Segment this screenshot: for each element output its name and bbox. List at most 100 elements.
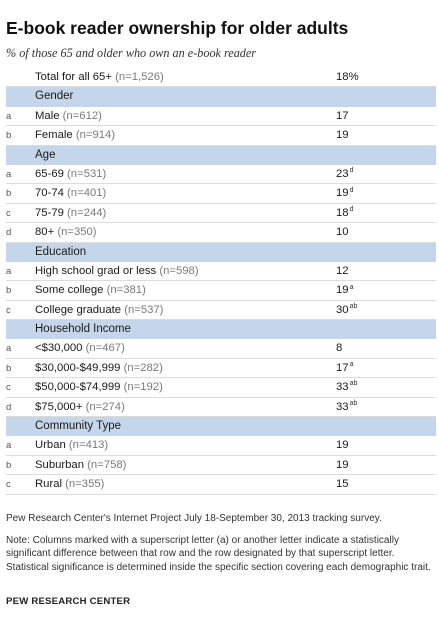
row-label-text: $30,000-$49,999 xyxy=(35,361,121,374)
row-letter: a xyxy=(6,265,12,277)
table-row: c $50,000-$74,999 (n=192) 33ab xyxy=(6,378,436,398)
table-row: a High school grad or less (n=598) 12 xyxy=(6,262,436,282)
table-row: d $75,000+ (n=274) 33ab xyxy=(6,398,436,418)
row-value: 19d xyxy=(336,184,353,203)
row-value: 12 xyxy=(336,262,349,281)
table-row: b 70-74 (n=401) 19d xyxy=(6,184,436,204)
table-row: a Urban (n=413) 19 xyxy=(6,436,436,456)
row-value: 19 xyxy=(336,126,349,145)
row-significance-superscript: a xyxy=(349,361,354,369)
row-value: 33ab xyxy=(336,398,357,417)
table-row: c College graduate (n=537) 30ab xyxy=(6,301,436,321)
chart-subtitle: % of those 65 and older who own an e-boo… xyxy=(6,46,257,60)
section-title: Community Type xyxy=(35,420,122,433)
row-label-text: 65-69 xyxy=(35,167,64,180)
row-label-text: 70-74 xyxy=(35,187,64,200)
table-row: c 75-79 (n=244) 18d xyxy=(6,204,436,224)
table-row: b Suburban (n=758) 19 xyxy=(6,456,436,476)
significance-note: Note: Columns marked with a superscript … xyxy=(6,535,431,573)
row-label: College graduate (n=537) xyxy=(35,301,163,320)
row-sample-size: (n=612) xyxy=(62,109,102,122)
row-letter: b xyxy=(6,285,12,297)
row-value-number: 19 xyxy=(336,439,349,452)
row-label-text: Male xyxy=(35,109,60,122)
row-value-number: 19 xyxy=(336,187,349,200)
table-row: c Rural (n=355) 15 xyxy=(6,475,436,495)
row-label-text: <$30,000 xyxy=(35,342,83,355)
row-value-number: 15 xyxy=(336,478,349,491)
row-letter: a xyxy=(6,110,12,122)
row-label-text: High school grad or less xyxy=(35,264,157,277)
row-value: 19 xyxy=(336,436,349,455)
row-letter: a xyxy=(6,440,12,452)
row-value-number: 33 xyxy=(336,400,349,413)
table-row: a 65-69 (n=531) 23d xyxy=(6,165,436,185)
row-value: 30ab xyxy=(336,301,357,320)
row-significance-superscript: d xyxy=(349,167,354,175)
row-label: 65-69 (n=531) xyxy=(35,165,106,184)
section-header: Gender xyxy=(6,87,436,107)
row-label: 70-74 (n=401) xyxy=(35,184,106,203)
total-row: Total for all 65+ (n=1,526) 18% xyxy=(6,68,436,88)
row-label-text: $75,000+ xyxy=(35,400,83,413)
row-letter: c xyxy=(6,304,11,316)
row-label: High school grad or less (n=598) xyxy=(35,262,199,281)
row-label: Male (n=612) xyxy=(35,107,102,126)
row-label: Rural (n=355) xyxy=(35,475,104,494)
row-label: $75,000+ (n=274) xyxy=(35,398,125,417)
row-letter: b xyxy=(6,130,12,142)
row-letter: c xyxy=(6,382,11,394)
brand-logo-text: PEW RESEARCH CENTER xyxy=(6,596,131,607)
row-value: 18d xyxy=(336,204,353,223)
section-header: Age xyxy=(6,145,436,165)
section-header: Community Type xyxy=(6,417,436,437)
row-value-number: 18 xyxy=(336,206,349,219)
row-sample-size: (n=282) xyxy=(123,361,163,374)
section-title: Household Income xyxy=(35,323,131,336)
row-label: 80+ (n=350) xyxy=(35,223,97,242)
row-value: 15 xyxy=(336,475,349,494)
row-value-number: 19 xyxy=(336,284,349,297)
row-label: $50,000-$74,999 (n=192) xyxy=(35,378,163,397)
section-title: Gender xyxy=(35,90,74,103)
row-label: Urban (n=413) xyxy=(35,436,108,455)
row-label: Some college (n=381) xyxy=(35,281,146,300)
source-note: Pew Research Center's Internet Project J… xyxy=(6,513,382,524)
row-letter: b xyxy=(6,188,12,200)
row-value-number: 17 xyxy=(336,109,349,122)
data-table: Total for all 65+ (n=1,526) 18% Gender a M… xyxy=(6,68,436,495)
row-label-text: Female xyxy=(35,129,73,142)
row-significance-superscript: ab xyxy=(349,399,358,407)
table-row: d 80+ (n=350) 10 xyxy=(6,223,436,243)
row-label-text: College graduate xyxy=(35,303,122,316)
row-sample-size: (n=598) xyxy=(159,264,199,277)
row-value: 8 xyxy=(336,339,342,358)
table-row: a Male (n=612) 17 xyxy=(6,107,436,127)
row-value: 19a xyxy=(336,281,353,300)
row-significance-superscript: d xyxy=(349,186,354,194)
row-label-text: Suburban xyxy=(35,458,84,471)
row-letter: b xyxy=(6,459,12,471)
row-sample-size: (n=355) xyxy=(65,478,105,491)
row-label: <$30,000 (n=467) xyxy=(35,339,125,358)
row-value: 10 xyxy=(336,223,349,242)
row-sample-size: (n=537) xyxy=(124,303,164,316)
row-value-number: 19 xyxy=(336,458,349,471)
table-row: a <$30,000 (n=467) 8 xyxy=(6,339,436,359)
total-label: Total for all 65+ (n=1,526) xyxy=(35,68,164,87)
row-label: Female (n=914) xyxy=(35,126,115,145)
row-sample-size: (n=274) xyxy=(85,400,125,413)
row-significance-superscript: ab xyxy=(349,380,358,388)
table-row: b Some college (n=381) 19a xyxy=(6,281,436,301)
row-letter: c xyxy=(6,207,11,219)
row-significance-superscript: a xyxy=(349,283,354,291)
section-title: Age xyxy=(35,148,56,161)
row-sample-size: (n=350) xyxy=(57,226,97,239)
row-value: 17a xyxy=(336,359,353,378)
row-value-number: 30 xyxy=(336,303,349,316)
section-header: Education xyxy=(6,242,436,262)
total-n: (n=1,526) xyxy=(115,71,164,83)
row-label: $30,000-$49,999 (n=282) xyxy=(35,359,163,378)
row-value: 19 xyxy=(336,456,349,475)
table-row: b Female (n=914) 19 xyxy=(6,126,436,146)
